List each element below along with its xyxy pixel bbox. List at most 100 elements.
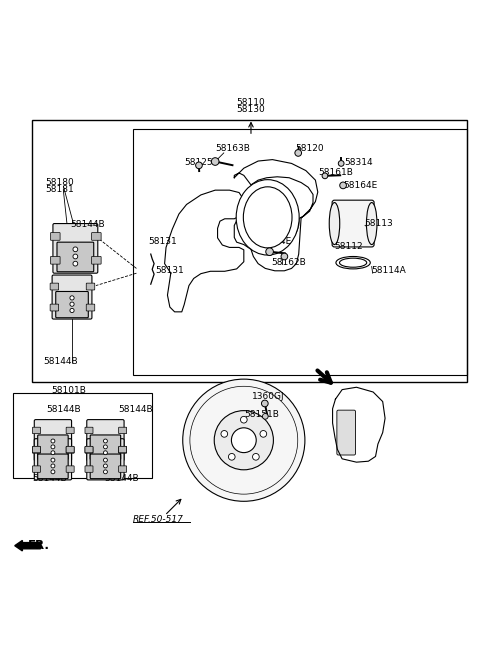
Circle shape [73,247,78,252]
Text: 1360GJ: 1360GJ [252,392,285,401]
Circle shape [51,458,55,462]
Circle shape [70,308,74,312]
FancyArrow shape [15,540,40,551]
Text: 58113: 58113 [364,219,393,228]
Text: 58162B: 58162B [272,258,306,267]
Circle shape [240,416,247,423]
FancyBboxPatch shape [86,304,95,311]
Text: 58101B: 58101B [51,386,86,395]
FancyBboxPatch shape [332,200,374,247]
FancyBboxPatch shape [92,233,101,241]
Circle shape [51,439,55,443]
Ellipse shape [339,258,367,267]
Text: 58144B: 58144B [71,220,105,229]
Circle shape [338,161,344,166]
Text: 58144B: 58144B [43,357,78,366]
Circle shape [183,379,305,501]
Circle shape [104,464,108,468]
Circle shape [51,445,55,449]
Ellipse shape [236,180,299,255]
Text: 58144B: 58144B [104,474,139,483]
Text: 58114A: 58114A [372,266,407,275]
Circle shape [104,445,108,449]
Circle shape [260,430,267,437]
FancyBboxPatch shape [85,446,93,453]
FancyBboxPatch shape [87,439,124,480]
Circle shape [51,451,55,455]
FancyBboxPatch shape [337,410,356,455]
FancyBboxPatch shape [85,466,93,473]
FancyBboxPatch shape [33,466,40,473]
FancyBboxPatch shape [92,256,101,264]
FancyBboxPatch shape [52,275,92,319]
Ellipse shape [329,202,340,244]
FancyBboxPatch shape [86,283,95,290]
Circle shape [51,470,55,474]
Circle shape [70,302,74,306]
FancyBboxPatch shape [66,447,74,453]
Circle shape [263,413,268,419]
Bar [132,129,467,375]
Text: 58144B: 58144B [33,474,67,483]
FancyBboxPatch shape [34,439,72,480]
Text: 58131: 58131 [148,237,177,246]
Text: 58112: 58112 [335,242,363,251]
Text: 58163B: 58163B [215,144,250,153]
Ellipse shape [366,202,377,244]
Circle shape [73,254,78,259]
Text: 58144B: 58144B [47,405,81,414]
FancyBboxPatch shape [119,446,127,453]
Ellipse shape [336,256,370,269]
FancyBboxPatch shape [57,242,94,272]
FancyBboxPatch shape [85,447,93,453]
FancyBboxPatch shape [87,420,124,461]
FancyBboxPatch shape [33,447,40,453]
Circle shape [228,453,235,460]
FancyBboxPatch shape [33,427,40,434]
Circle shape [211,158,219,165]
Circle shape [262,400,268,407]
FancyBboxPatch shape [56,291,88,318]
FancyBboxPatch shape [66,427,74,434]
FancyBboxPatch shape [50,233,60,241]
Text: 58110: 58110 [237,98,265,107]
Circle shape [295,150,301,156]
Circle shape [231,428,256,453]
Circle shape [252,453,259,460]
Text: 58144B: 58144B [118,405,153,414]
Text: 58180: 58180 [45,178,74,187]
Text: 58131: 58131 [156,266,184,275]
Text: 58164E: 58164E [343,181,377,190]
FancyBboxPatch shape [119,466,127,473]
FancyBboxPatch shape [66,466,74,473]
Circle shape [322,173,328,179]
FancyBboxPatch shape [33,446,40,453]
Circle shape [221,430,228,437]
Circle shape [104,451,108,455]
Circle shape [281,253,288,260]
Text: 58120: 58120 [295,144,324,153]
Circle shape [104,470,108,474]
FancyBboxPatch shape [85,427,93,434]
Text: 58125: 58125 [184,158,213,167]
FancyBboxPatch shape [53,223,98,273]
Circle shape [214,411,274,470]
Text: 58164E: 58164E [257,237,291,246]
FancyBboxPatch shape [50,256,60,264]
Circle shape [104,458,108,462]
Circle shape [104,439,108,443]
Circle shape [70,296,74,300]
FancyBboxPatch shape [34,420,72,461]
Circle shape [73,261,78,266]
Text: REF.50-517: REF.50-517 [133,515,184,524]
Circle shape [196,162,202,169]
FancyBboxPatch shape [119,447,127,453]
Circle shape [51,464,55,468]
FancyBboxPatch shape [90,435,120,459]
Circle shape [266,248,274,256]
FancyBboxPatch shape [38,454,68,478]
Text: 58151B: 58151B [244,410,279,419]
Ellipse shape [243,186,292,248]
Text: 58130: 58130 [237,105,265,114]
Circle shape [340,182,347,188]
